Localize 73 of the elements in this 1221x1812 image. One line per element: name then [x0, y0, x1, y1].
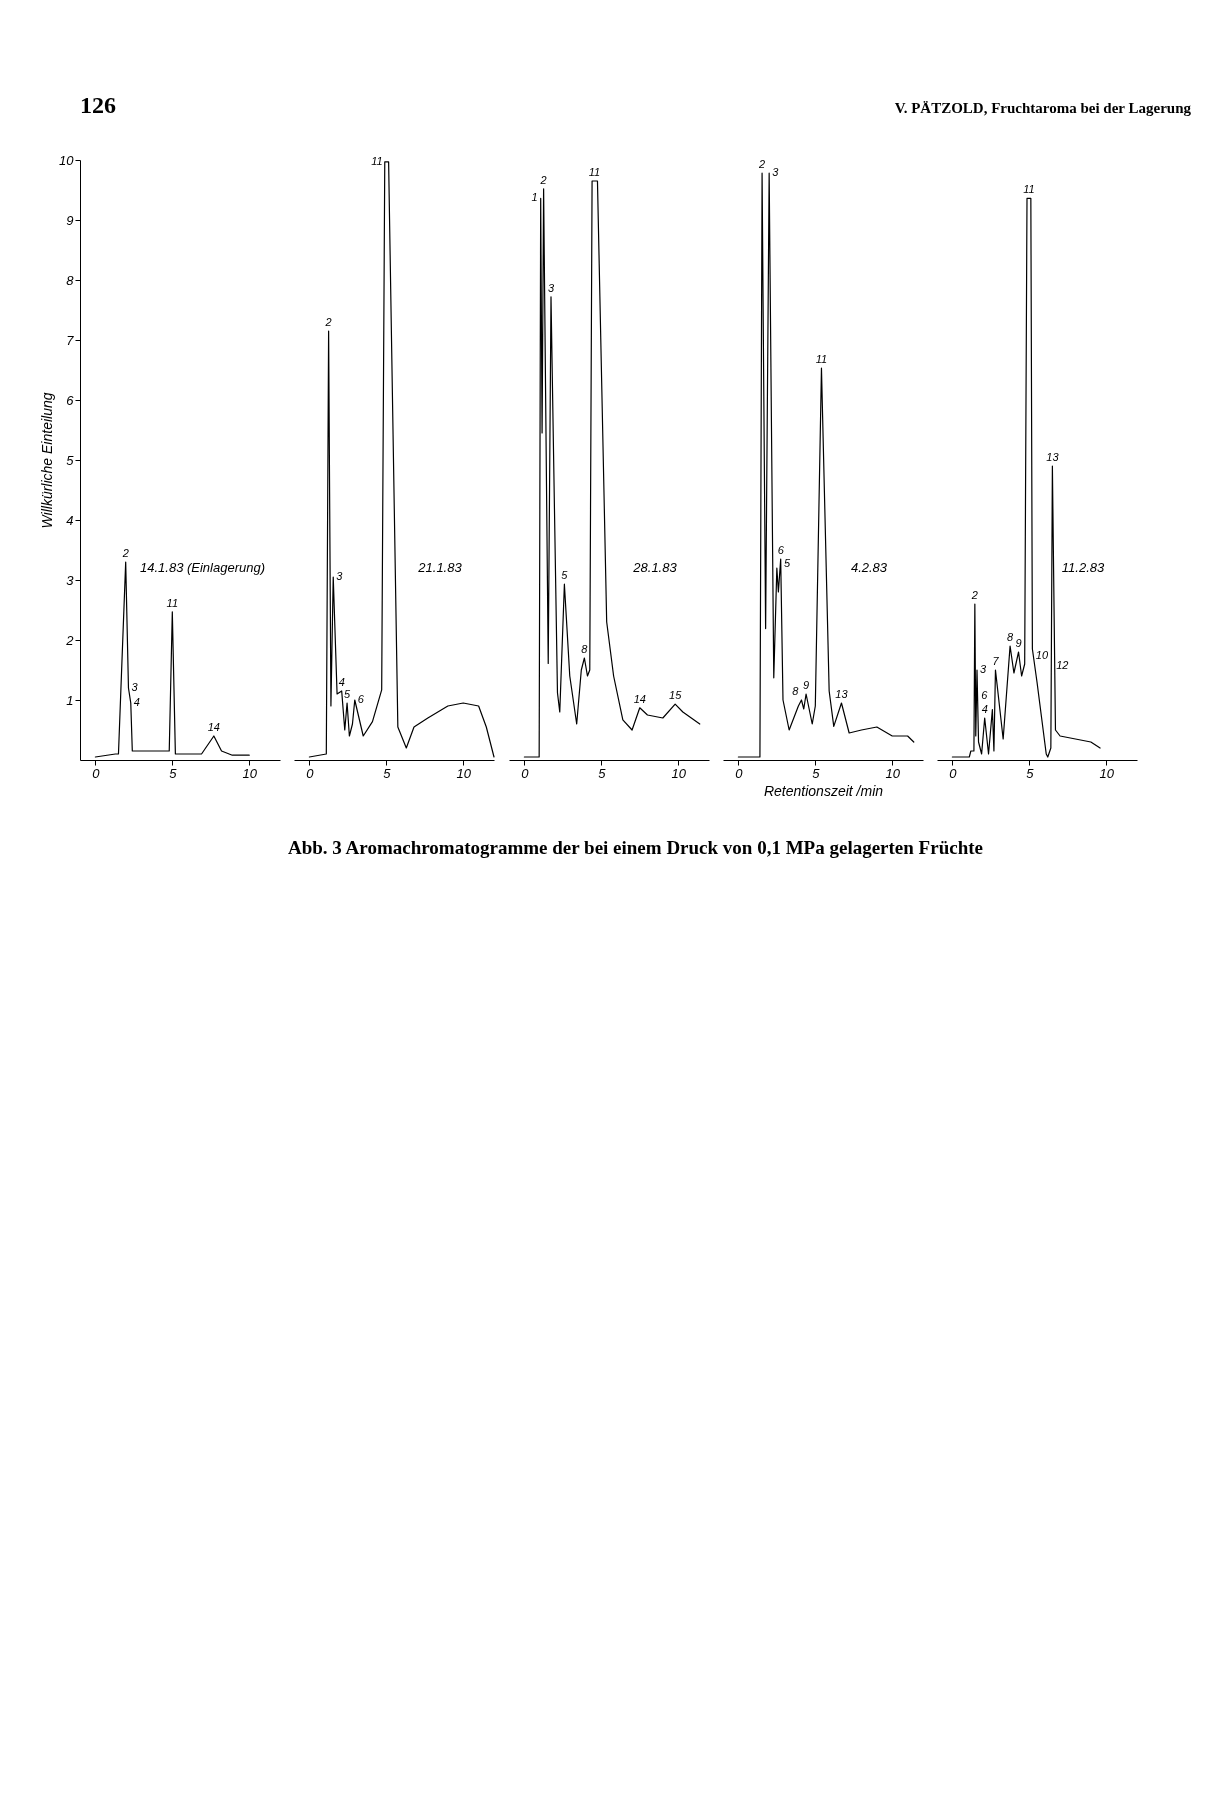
annotation: 5 — [561, 569, 569, 582]
x-tick-label: 0 — [92, 765, 101, 781]
caption: Abb. 3 Aromachromatogramme der bei einem Druck von 0,1 MPa gelagerten Früchte — [288, 837, 983, 858]
x-tick-label: 5 — [383, 765, 392, 781]
annotation: 9 — [1015, 637, 1022, 649]
x-tick-label: 10 — [242, 765, 258, 781]
annotation: 8 — [792, 685, 800, 697]
annotation: 3 — [336, 570, 344, 582]
annotation: 15 — [669, 689, 683, 702]
x-tick-label: 0 — [735, 765, 744, 781]
annotation: 1 — [531, 191, 538, 204]
y-tick-label: 3 — [66, 572, 75, 588]
text: 21.1.83 — [417, 560, 463, 575]
annotation: 10 — [1035, 649, 1049, 661]
y-tick-label: 9 — [66, 212, 74, 228]
annotation: 11 — [1023, 183, 1035, 196]
annotation: 2 — [539, 173, 547, 186]
annotation: 2 — [758, 158, 766, 171]
annotation: 5 — [344, 688, 352, 700]
annotation: 2 — [970, 589, 978, 601]
text: 126 — [80, 92, 116, 118]
annotation: 2 — [324, 316, 332, 328]
annotation: 7 — [992, 655, 1000, 667]
x-tick-label: 10 — [885, 765, 901, 781]
annotation: 3 — [131, 681, 139, 693]
text: 11.2.83 — [1061, 560, 1105, 575]
x-tick-label: 0 — [949, 765, 958, 781]
x-tick-label: 5 — [169, 765, 178, 781]
x-tick-label: 10 — [671, 765, 687, 781]
annotation: 8 — [1007, 631, 1015, 643]
annotation: 13 — [1046, 451, 1060, 463]
x-tick-label: 5 — [812, 765, 821, 781]
annotation: 3 — [547, 281, 555, 294]
annotation: 6 — [357, 693, 365, 705]
annotation: 4 — [338, 676, 345, 688]
annotation: 11 — [166, 596, 179, 609]
annotation: 13 — [835, 688, 849, 700]
annotation: 2 — [121, 547, 129, 559]
y-tick-label: 6 — [66, 392, 75, 408]
annotation: 6 — [777, 544, 785, 556]
y-tick-label: 2 — [65, 632, 75, 648]
x-tick-label: 0 — [306, 765, 315, 781]
annotation: 11 — [815, 353, 828, 366]
x-tick-label: 5 — [1026, 765, 1035, 781]
y-tick-label: 10 — [59, 152, 75, 168]
annotation: 4 — [133, 696, 140, 708]
annotation: 11 — [371, 154, 383, 167]
x-tick-label: 10 — [1099, 765, 1115, 781]
y-tick-label: 8 — [66, 272, 75, 288]
text: V. PÄTZOLD, Fruchtaroma bei der Lagerung — [894, 100, 1192, 116]
y-axis-title: Willkürliche Einteilung — [39, 392, 56, 529]
text: 4.2.83 — [850, 560, 888, 575]
x-axis-title: Retentionszeit /min — [763, 782, 884, 799]
y-tick-label: 5 — [66, 452, 75, 468]
text: 28.1.83 — [632, 560, 678, 575]
x-tick-label: 5 — [598, 765, 607, 781]
annotation: 4 — [981, 703, 988, 715]
annotation: 12 — [1056, 659, 1069, 671]
annotation: 5 — [783, 557, 791, 569]
y-tick-label: 7 — [66, 332, 75, 348]
y-tick-label: 4 — [66, 512, 74, 528]
annotation: 8 — [581, 643, 589, 655]
y-tick-label: 1 — [66, 692, 74, 708]
annotation: 6 — [981, 688, 989, 701]
annotation: 3 — [772, 166, 780, 179]
annotation: 11 — [588, 166, 601, 178]
annotation: 14 — [633, 692, 646, 705]
text: 14.1.83 (Einlagerung) — [139, 560, 266, 575]
x-tick-label: 0 — [521, 765, 530, 781]
annotation: 14 — [207, 721, 220, 733]
annotation: 3 — [980, 663, 988, 675]
annotation: 9 — [803, 679, 810, 691]
x-tick-label: 10 — [456, 765, 472, 781]
